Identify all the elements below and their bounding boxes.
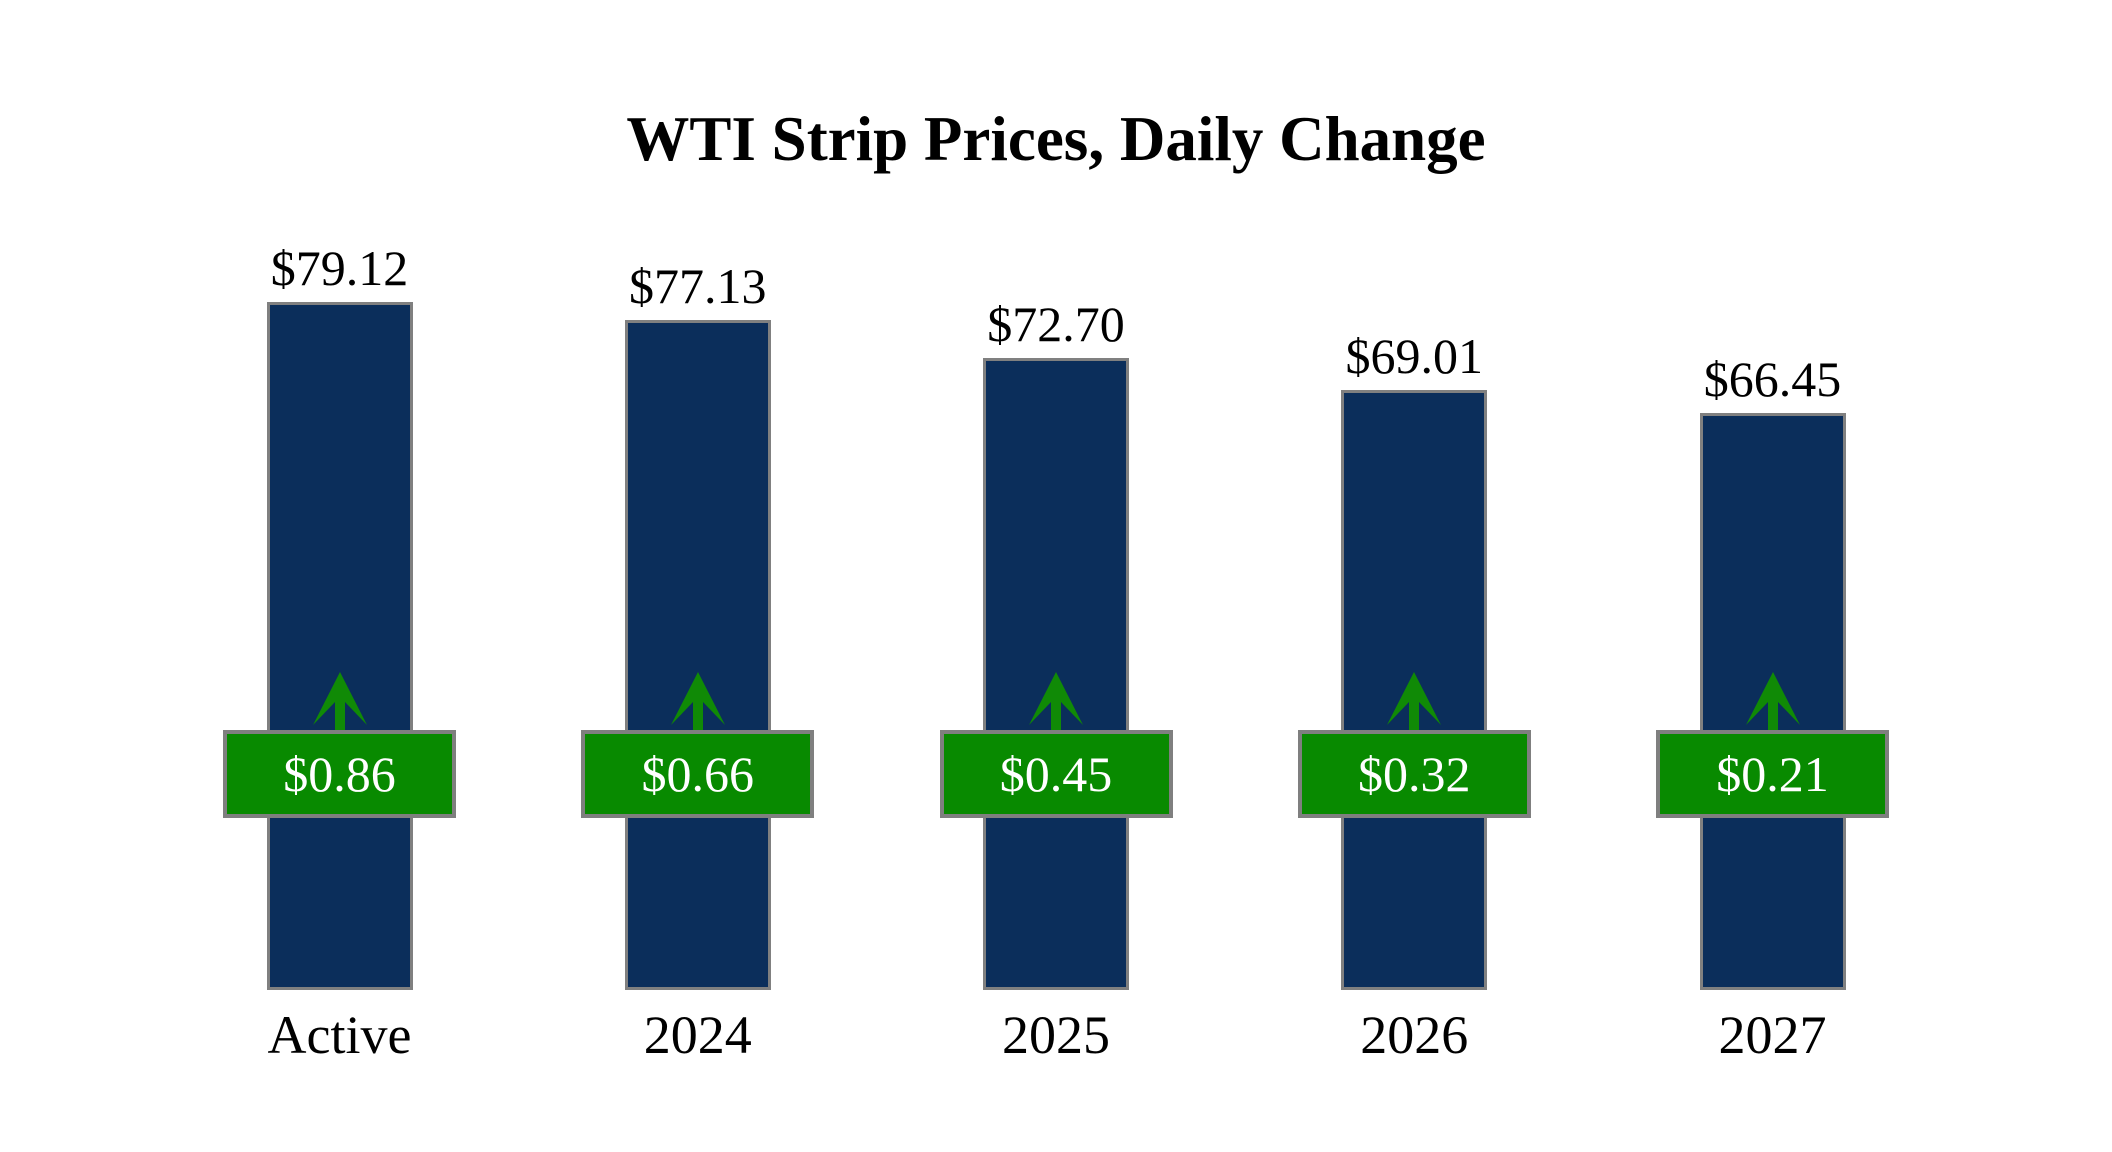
category-label: 2025 (1002, 1005, 1110, 1065)
bar-column: $66.45 $0.21 2027 (1656, 252, 1889, 1070)
price-bar (624, 319, 771, 990)
bar-column: $69.01 $0.32 2026 (1297, 252, 1531, 1070)
daily-change-badge: $0.21 (1656, 730, 1889, 818)
category-label: 2027 (1718, 1005, 1827, 1065)
up-arrow-icon (312, 672, 367, 730)
category-label: Active (267, 1005, 412, 1065)
daily-change-badge: $0.86 (223, 730, 456, 818)
bar-value-label: $69.01 (1345, 328, 1484, 385)
daily-change-badge: $0.32 (1297, 730, 1531, 818)
daily-change-badge: $0.66 (581, 730, 815, 818)
price-bar (266, 302, 413, 990)
bar-column: $79.12 $0.86 Active (223, 241, 456, 1070)
bar-value-label: $79.12 (270, 240, 409, 297)
up-arrow-icon (1387, 672, 1442, 730)
daily-change-badge: $0.45 (939, 730, 1173, 818)
bar-column: $77.13 $0.66 2024 (581, 252, 815, 1070)
bar-column: $72.70 $0.45 2025 (939, 252, 1173, 1070)
plot-area: $79.12 $0.86 Active $77.13 $0.66 2024 $7… (223, 241, 1889, 1070)
daily-change-value: $0.86 (283, 746, 396, 802)
daily-change-value: $0.21 (1716, 746, 1829, 802)
up-arrow-icon (670, 672, 725, 730)
up-arrow-icon (1745, 672, 1800, 730)
daily-change-value: $0.32 (1358, 746, 1471, 802)
bar-value-label: $66.45 (1703, 350, 1842, 407)
category-label: 2024 (643, 1005, 752, 1065)
daily-change-value: $0.45 (999, 746, 1113, 802)
bar-value-label: $77.13 (629, 257, 767, 314)
daily-change-value: $0.66 (641, 746, 755, 802)
up-arrow-icon (1029, 672, 1083, 730)
bar-value-label: $72.70 (987, 296, 1125, 353)
category-label: 2026 (1360, 1005, 1469, 1065)
chart-title: WTI Strip Prices, Daily Change (626, 104, 1486, 174)
